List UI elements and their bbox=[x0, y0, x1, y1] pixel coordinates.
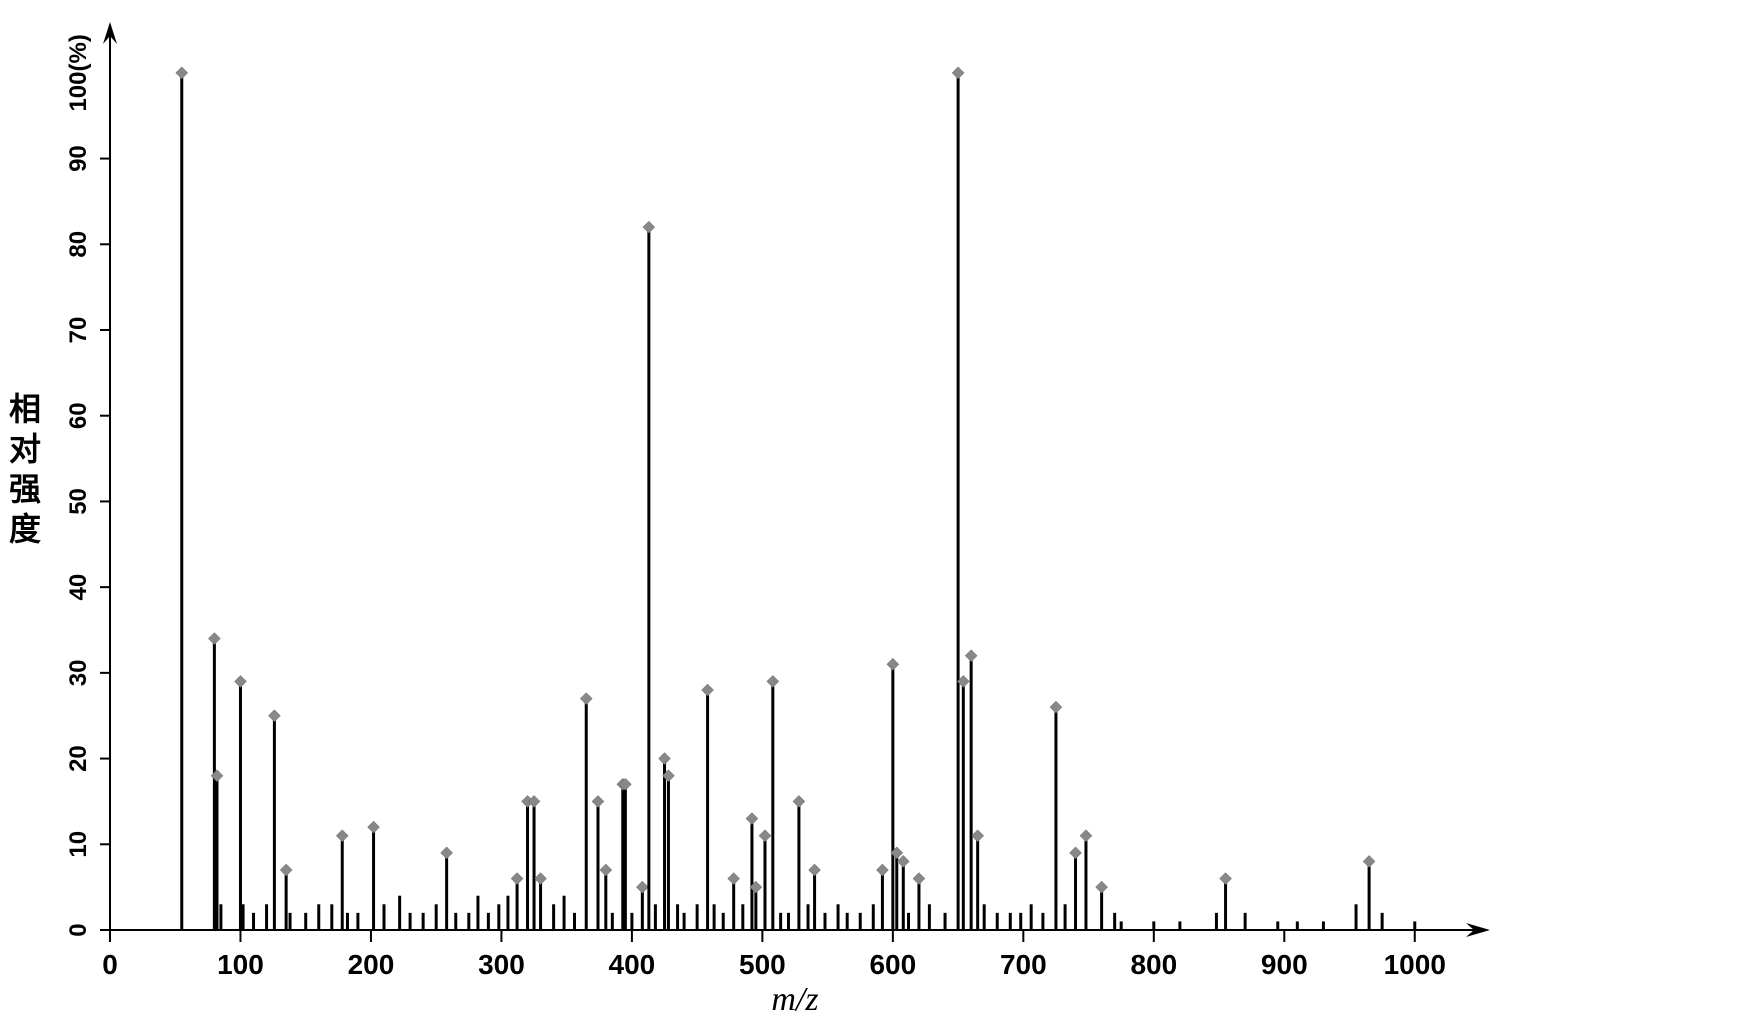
y-tick-label: 10 bbox=[65, 831, 92, 858]
peak-cap-diamond bbox=[1070, 847, 1082, 859]
x-axis-label: m/z bbox=[771, 981, 818, 1018]
peak-cap-diamond bbox=[600, 864, 612, 876]
x-tick-label: 400 bbox=[609, 949, 656, 980]
peak-cap-diamond bbox=[759, 830, 771, 842]
peak-cap-diamond bbox=[176, 67, 188, 79]
peak-cap-diamond bbox=[972, 830, 984, 842]
x-tick-label: 500 bbox=[739, 949, 786, 980]
x-tick-label: 600 bbox=[869, 949, 916, 980]
peak-cap-diamond bbox=[211, 770, 223, 782]
y-tick-label: 90 bbox=[65, 145, 92, 172]
peak-cap-diamond bbox=[1080, 830, 1092, 842]
peak-cap-diamond bbox=[913, 873, 925, 885]
x-tick-label: 300 bbox=[478, 949, 525, 980]
peak-cap-diamond bbox=[234, 675, 246, 687]
y-tick-label: 60 bbox=[65, 402, 92, 429]
peak-cap-diamond bbox=[793, 795, 805, 807]
peak-cap-diamond bbox=[208, 633, 220, 645]
y-tick-label: 70 bbox=[65, 317, 92, 344]
y-axis-label-char: 度 bbox=[9, 511, 41, 547]
y-axis-label-char: 相 bbox=[9, 391, 41, 427]
peak-cap-diamond bbox=[952, 67, 964, 79]
y-axis-label-char: 强 bbox=[9, 471, 41, 507]
peak-cap-diamond bbox=[268, 710, 280, 722]
x-tick-label: 1000 bbox=[1384, 949, 1446, 980]
peak-cap-diamond bbox=[643, 221, 655, 233]
peak-cap-diamond bbox=[1220, 873, 1232, 885]
peak-cap-diamond bbox=[368, 821, 380, 833]
peak-cap-diamond bbox=[1050, 701, 1062, 713]
peak-cap-diamond bbox=[897, 855, 909, 867]
y-tick-label: 20 bbox=[65, 745, 92, 772]
peak-cap-diamond bbox=[528, 795, 540, 807]
peak-cap-diamond bbox=[876, 864, 888, 876]
peak-cap-diamond bbox=[746, 813, 758, 825]
peak-cap-diamond bbox=[280, 864, 292, 876]
y-tick-label: 80 bbox=[65, 231, 92, 258]
peak-cap-diamond bbox=[659, 753, 671, 765]
x-tick-label: 200 bbox=[348, 949, 395, 980]
y-unit-label: 100(%) bbox=[65, 34, 92, 111]
y-axis-label-char: 对 bbox=[9, 431, 41, 467]
peak-cap-diamond bbox=[767, 675, 779, 687]
peak-cap-diamond bbox=[441, 847, 453, 859]
peak-cap-diamond bbox=[592, 795, 604, 807]
peak-cap-diamond bbox=[702, 684, 714, 696]
x-tick-label: 0 bbox=[102, 949, 118, 980]
peak-cap-diamond bbox=[336, 830, 348, 842]
peak-cap-diamond bbox=[1363, 855, 1375, 867]
peak-cap-diamond bbox=[728, 873, 740, 885]
y-tick-label: 40 bbox=[65, 574, 92, 601]
peak-cap-diamond bbox=[965, 650, 977, 662]
y-tick-label: 50 bbox=[65, 488, 92, 515]
peak-cap-diamond bbox=[535, 873, 547, 885]
peak-cap-diamond bbox=[809, 864, 821, 876]
x-tick-label: 900 bbox=[1261, 949, 1308, 980]
x-tick-label: 100 bbox=[217, 949, 264, 980]
x-tick-label: 700 bbox=[1000, 949, 1047, 980]
x-tick-label: 800 bbox=[1130, 949, 1177, 980]
chart-svg: 0 100 200 300 400 500 600 700 800 900 1000 0 10 20 30 4… bbox=[0, 0, 1748, 1024]
peak-cap-diamond bbox=[636, 881, 648, 893]
peak-cap-diamond bbox=[580, 693, 592, 705]
mass-spectrum-chart: 0 100 200 300 400 500 600 700 800 900 1000 0 10 20 30 4… bbox=[0, 0, 1748, 1024]
peak-cap-diamond bbox=[887, 658, 899, 670]
peak-cap-diamond bbox=[511, 873, 523, 885]
peak-cap-diamond bbox=[1096, 881, 1108, 893]
y-tick-label: 30 bbox=[65, 660, 92, 687]
y-tick-label: 0 bbox=[65, 923, 92, 936]
